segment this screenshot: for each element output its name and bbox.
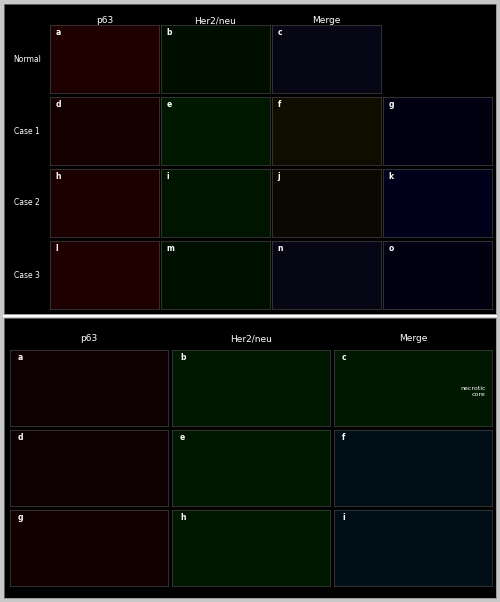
Text: j: j: [278, 172, 280, 181]
Text: g: g: [18, 513, 24, 522]
Text: e: e: [166, 100, 172, 109]
Text: h: h: [180, 513, 186, 522]
Text: Merge: Merge: [312, 16, 340, 25]
Text: necrotic
core: necrotic core: [460, 386, 485, 397]
Text: b: b: [166, 28, 172, 37]
Text: Case 1: Case 1: [14, 126, 40, 135]
Text: f: f: [278, 100, 281, 109]
Text: Normal: Normal: [13, 55, 41, 63]
Text: Her2/neu: Her2/neu: [230, 334, 272, 343]
Text: Merge: Merge: [399, 334, 427, 343]
Text: e: e: [180, 433, 185, 442]
Text: a: a: [56, 28, 60, 37]
Text: B: B: [5, 323, 20, 342]
Text: a: a: [18, 353, 23, 362]
Text: h: h: [56, 172, 61, 181]
Text: g: g: [388, 100, 394, 109]
Text: f: f: [342, 433, 345, 442]
Text: A: A: [5, 5, 20, 24]
Text: c: c: [278, 28, 282, 37]
Text: i: i: [342, 513, 344, 522]
Text: d: d: [56, 100, 61, 109]
Text: p63: p63: [80, 334, 98, 343]
Text: b: b: [180, 353, 186, 362]
Text: Case 2: Case 2: [14, 199, 40, 208]
Text: o: o: [388, 244, 394, 253]
Text: m: m: [166, 244, 174, 253]
Text: Case 3: Case 3: [14, 270, 40, 279]
Text: c: c: [342, 353, 346, 362]
Text: k: k: [388, 172, 394, 181]
Text: n: n: [278, 244, 283, 253]
Text: Her2/neu: Her2/neu: [194, 16, 236, 25]
Text: l: l: [56, 244, 58, 253]
Text: p63: p63: [96, 16, 113, 25]
Text: d: d: [18, 433, 24, 442]
Text: i: i: [166, 172, 169, 181]
